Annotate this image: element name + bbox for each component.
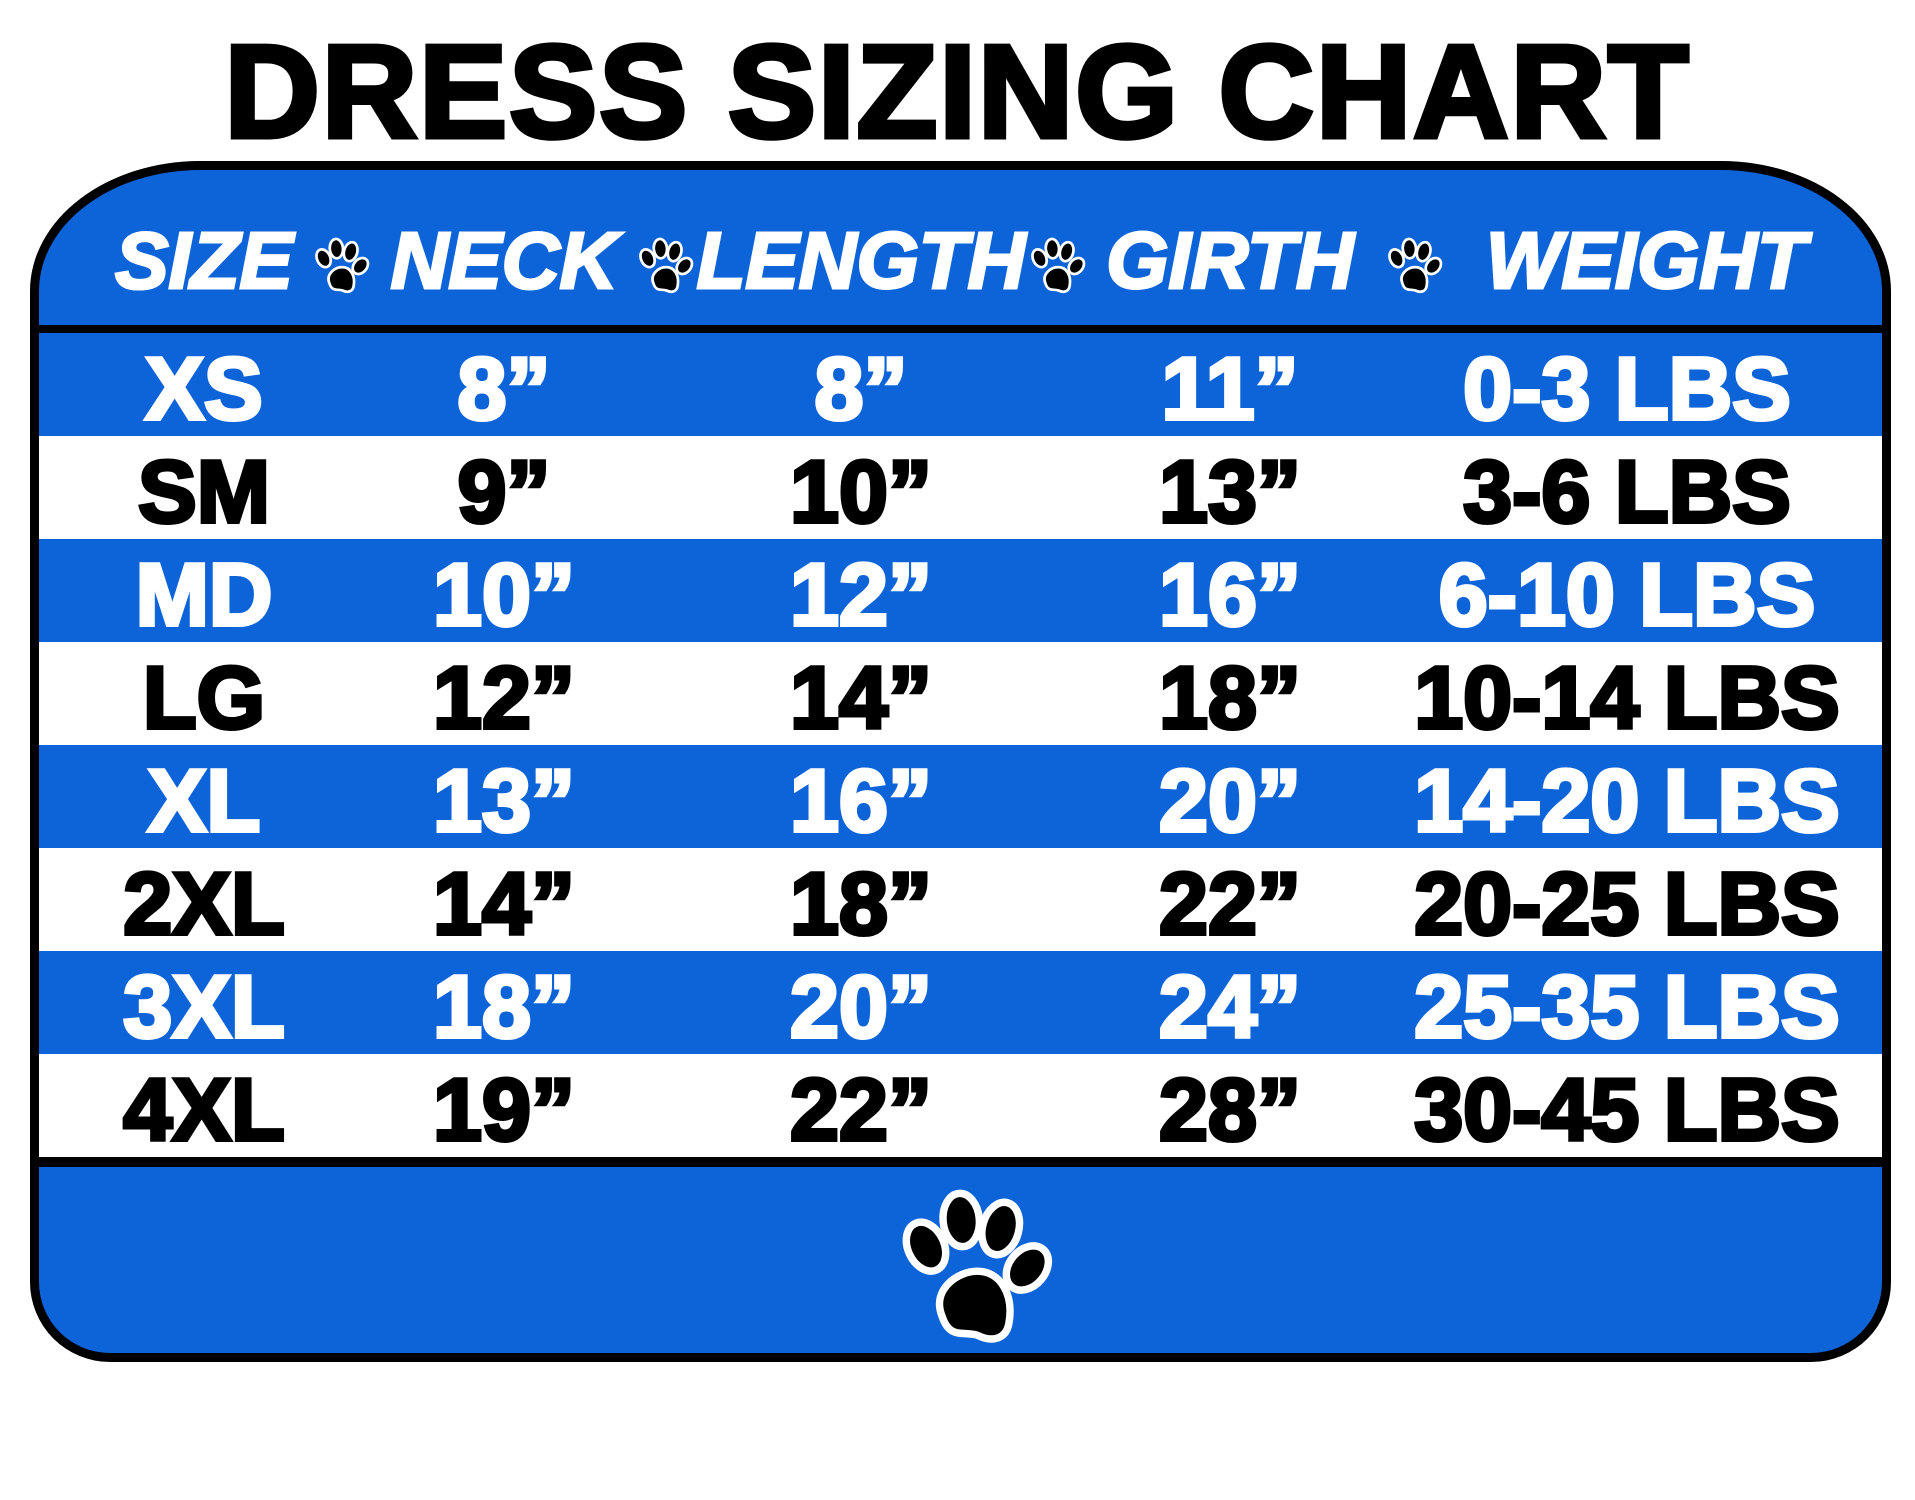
cell-girth: 20” — [1157, 749, 1303, 852]
paw-print-icon — [312, 237, 370, 294]
cell-neck: 18” — [431, 955, 577, 1058]
cell-girth: 18” — [1157, 646, 1303, 749]
table-row: 4XL 19” 22” 28” 30-45 LBS — [39, 1054, 1882, 1161]
cell-size: 4XL — [121, 1058, 286, 1161]
cell-neck: 8” — [456, 337, 553, 440]
cell-neck: 12” — [431, 646, 577, 749]
cell-weight: 25-35 LBS — [1412, 955, 1842, 1058]
table-header: SIZE NECK LENGTH GIRTH WEIGHT — [39, 170, 1882, 325]
column-header-neck: NECK — [389, 215, 619, 307]
cell-length: 10” — [788, 440, 934, 543]
table-row: MD 10” 12” 16” 6-10 LBS — [39, 539, 1882, 646]
cell-girth: 11” — [1159, 337, 1300, 440]
cell-size: 3XL — [121, 955, 286, 1058]
cell-weight: 6-10 LBS — [1437, 543, 1818, 646]
sizing-table: SIZE NECK LENGTH GIRTH WEIGHT XS 8” 8” 11” 0… — [30, 161, 1891, 1362]
cell-size: SM — [136, 440, 272, 543]
cell-length: 18” — [788, 852, 934, 955]
cell-weight: 3-6 LBS — [1461, 440, 1793, 543]
cell-length: 16” — [788, 749, 934, 852]
cell-girth: 22” — [1157, 852, 1303, 955]
column-header-weight: WEIGHT — [1485, 215, 1808, 307]
cell-size: LG — [141, 646, 267, 749]
cell-size: XS — [143, 337, 264, 440]
header-divider — [39, 325, 1882, 333]
chart-title: DRESS SIZING CHART — [222, 18, 1691, 165]
cell-girth: 24” — [1157, 955, 1303, 1058]
paw-print-icon — [1385, 237, 1443, 294]
table-row: LG 12” 14” 18” 10-14 LBS — [39, 642, 1882, 749]
cell-size: 2XL — [121, 852, 286, 955]
column-header-length: LENGTH — [695, 215, 1027, 307]
table-row: XL 13” 16” 20” 14-20 LBS — [39, 745, 1882, 852]
cell-length: 22” — [788, 1058, 934, 1161]
cell-girth: 16” — [1157, 543, 1303, 646]
cell-girth: 28” — [1157, 1058, 1303, 1161]
cell-length: 14” — [788, 646, 934, 749]
cell-weight: 10-14 LBS — [1412, 646, 1842, 749]
paw-print-icon — [636, 237, 694, 294]
cell-size: MD — [134, 543, 275, 646]
paw-print-icon — [1028, 237, 1086, 294]
cell-neck: 10” — [431, 543, 577, 646]
table-row: 3XL 18” 20” 24” 25-35 LBS — [39, 951, 1882, 1058]
cell-length: 12” — [788, 543, 934, 646]
table-row: XS 8” 8” 11” 0-3 LBS — [39, 333, 1882, 440]
cell-length: 8” — [813, 337, 910, 440]
cell-neck: 14” — [431, 852, 577, 955]
cell-neck: 19” — [431, 1058, 577, 1161]
cell-size: XL — [146, 749, 262, 852]
cell-length: 20” — [788, 955, 934, 1058]
footer-divider — [39, 1157, 1882, 1167]
cell-girth: 13” — [1157, 440, 1303, 543]
cell-weight: 20-25 LBS — [1412, 852, 1842, 955]
paw-print-icon — [894, 1188, 1054, 1348]
table-row: SM 9” 10” 13” 3-6 LBS — [39, 436, 1882, 543]
cell-weight: 14-20 LBS — [1412, 749, 1842, 852]
cell-neck: 13” — [431, 749, 577, 852]
column-header-size: SIZE — [114, 215, 295, 307]
column-header-girth: GIRTH — [1105, 215, 1355, 307]
cell-weight: 0-3 LBS — [1461, 337, 1793, 440]
table-body: XS 8” 8” 11” 0-3 LBS SM 9” 10” 13” 3-6 LBS MD 10” 12… — [39, 333, 1882, 1161]
table-row: 2XL 14” 18” 22” 20-25 LBS — [39, 848, 1882, 955]
cell-neck: 9” — [456, 440, 553, 543]
cell-weight: 30-45 LBS — [1412, 1058, 1842, 1161]
